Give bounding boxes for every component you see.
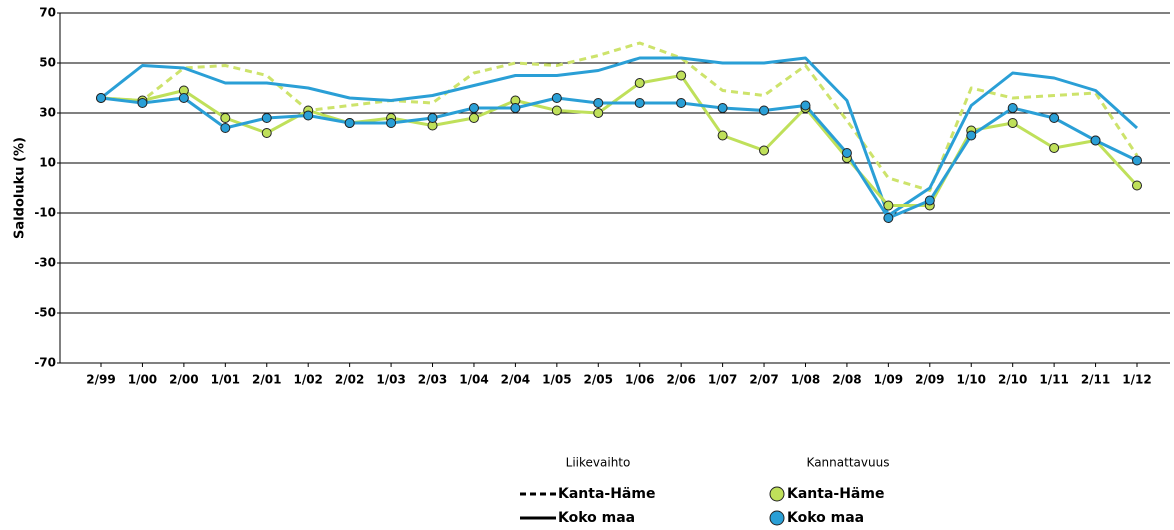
x-tick-label: 1/07 bbox=[708, 373, 737, 387]
x-tick-label: 1/08 bbox=[791, 373, 820, 387]
data-point bbox=[759, 105, 770, 116]
x-tick-label: 1/05 bbox=[542, 373, 571, 387]
x-tick-label: 2/08 bbox=[832, 373, 861, 387]
x-tick-label: 2/04 bbox=[501, 373, 530, 387]
x-tick-label: 1/12 bbox=[1122, 373, 1151, 387]
legend-label: Koko maa bbox=[787, 510, 864, 526]
x-tick-label: 1/10 bbox=[957, 373, 986, 387]
x-tick-label: 2/11 bbox=[1081, 373, 1110, 387]
data-point bbox=[676, 70, 687, 81]
x-tick-label: 2/01 bbox=[252, 373, 281, 387]
data-point bbox=[924, 195, 935, 206]
data-point bbox=[427, 113, 438, 123]
data-point bbox=[717, 103, 728, 113]
legend-marker bbox=[769, 486, 785, 502]
data-point bbox=[1049, 113, 1060, 123]
x-tick-label: 1/01 bbox=[211, 373, 240, 387]
data-point bbox=[220, 123, 231, 133]
legend-label: Kanta-Häme bbox=[787, 486, 884, 502]
series-line bbox=[100, 56, 1139, 217]
data-point bbox=[1132, 155, 1142, 166]
x-tick-label: 1/09 bbox=[874, 373, 903, 387]
data-point bbox=[344, 118, 355, 128]
y-axis-label: Saldoluku (%) bbox=[13, 137, 28, 239]
x-tick-label: 2/02 bbox=[335, 373, 364, 387]
data-point bbox=[676, 98, 687, 108]
x-tick-label: 1/02 bbox=[293, 373, 322, 387]
data-point bbox=[593, 98, 604, 108]
data-point bbox=[1090, 135, 1101, 146]
series-line bbox=[100, 74, 1139, 207]
data-point bbox=[137, 98, 148, 108]
data-point bbox=[800, 100, 811, 111]
x-tick-label: 1/03 bbox=[376, 373, 405, 387]
legend-marker bbox=[769, 510, 785, 526]
data-point bbox=[551, 93, 562, 103]
data-point bbox=[386, 118, 397, 128]
x-tick-label: 2/05 bbox=[584, 373, 613, 387]
x-tick-label: 2/06 bbox=[666, 373, 695, 387]
x-tick-label: 2/07 bbox=[749, 373, 778, 387]
data-point bbox=[634, 98, 645, 108]
y-tick-label: -70 bbox=[34, 356, 56, 370]
y-tick-label: -30 bbox=[34, 256, 56, 270]
data-point bbox=[261, 128, 272, 138]
y-tick-label: 70 bbox=[39, 6, 56, 20]
y-tick-label: 50 bbox=[39, 56, 56, 70]
legend-title: Liikevaihto bbox=[566, 456, 631, 470]
y-tick-label: -50 bbox=[34, 306, 56, 320]
data-point bbox=[593, 108, 604, 118]
data-point bbox=[178, 93, 189, 103]
x-tick-label: 1/00 bbox=[128, 373, 157, 387]
y-tick-label: 30 bbox=[39, 106, 56, 120]
data-point bbox=[883, 213, 894, 223]
data-point bbox=[1007, 103, 1018, 113]
data-point bbox=[96, 93, 106, 103]
data-point bbox=[1007, 118, 1018, 128]
data-point bbox=[1049, 143, 1060, 153]
series-line bbox=[100, 96, 1138, 220]
x-tick-label: 2/00 bbox=[169, 373, 198, 387]
data-point bbox=[220, 113, 231, 123]
x-tick-label: 2/03 bbox=[418, 373, 447, 387]
y-tick-label: 10 bbox=[39, 156, 56, 170]
x-tick-label: 1/04 bbox=[459, 373, 488, 387]
x-tick-label: 1/11 bbox=[1039, 373, 1068, 387]
data-point bbox=[883, 200, 894, 211]
data-point bbox=[303, 110, 314, 121]
data-point bbox=[510, 103, 521, 113]
x-tick-label: 2/10 bbox=[998, 373, 1027, 387]
data-point bbox=[634, 78, 645, 88]
y-tick-label: -10 bbox=[34, 206, 56, 220]
data-point bbox=[468, 103, 479, 113]
x-tick-label: 2/99 bbox=[86, 373, 115, 387]
data-point bbox=[759, 145, 770, 156]
legend-label: Koko maa bbox=[558, 510, 635, 526]
legend-title: Kannattavuus bbox=[807, 456, 890, 470]
x-tick-label: 1/06 bbox=[625, 373, 654, 387]
data-point bbox=[1132, 180, 1142, 191]
series-line bbox=[100, 41, 1139, 192]
data-point bbox=[841, 148, 852, 158]
data-point bbox=[966, 130, 977, 141]
data-point bbox=[468, 113, 479, 123]
legend-label: Kanta-Häme bbox=[558, 486, 655, 502]
data-point bbox=[261, 113, 272, 123]
data-point bbox=[717, 130, 728, 141]
x-tick-label: 2/09 bbox=[915, 373, 944, 387]
data-point bbox=[551, 105, 562, 116]
